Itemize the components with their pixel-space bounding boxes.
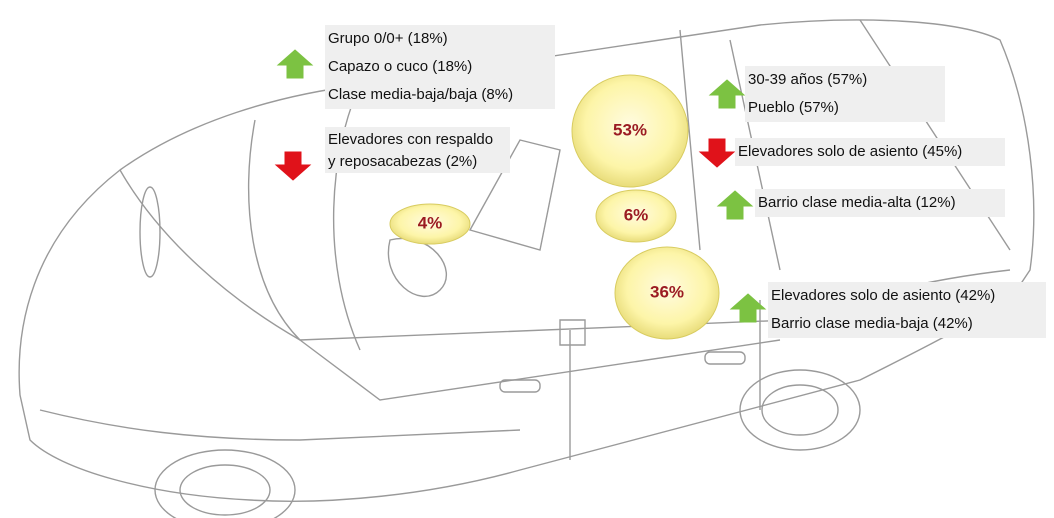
bubble-label: 6% — [624, 205, 649, 224]
trend-arrow-down — [276, 152, 310, 180]
trend-arrow-down — [700, 139, 734, 167]
page: {"bubbles": [ {"label": "4%"}, {"label":… — [0, 0, 1054, 518]
annotation-text: Clase media-baja/baja (8%) — [328, 81, 549, 109]
annotation-text: Barrio clase media-alta (12%) — [758, 189, 999, 217]
annotation-text: Grupo 0/0+ (18%) — [328, 25, 549, 53]
bubble-label: 4% — [418, 213, 443, 232]
annotation-text: Capazo o cuco (18%) — [328, 53, 549, 81]
annotation-box: 30-39 años (57%)Pueblo (57%) — [745, 66, 945, 122]
annotation-text: 30-39 años (57%) — [748, 66, 939, 94]
annotation-text: Barrio clase media-baja (42%) — [771, 310, 1040, 338]
annotation-text: Elevadores solo de asiento (42%) — [771, 282, 1040, 310]
annotation-text: Elevadores con respaldo y reposacabezas … — [328, 129, 504, 173]
annotation-text: Pueblo (57%) — [748, 94, 939, 122]
annotation-box: Elevadores solo de asiento (42%)Barrio c… — [768, 282, 1046, 338]
annotation-text: Elevadores solo de asiento (45%) — [738, 138, 999, 166]
bubble-label: 53% — [613, 120, 647, 139]
annotation-box: Elevadores con respaldo y reposacabezas … — [325, 127, 510, 173]
bubble-label: 36% — [650, 282, 684, 301]
trend-arrow-up — [278, 50, 312, 78]
annotation-box: Barrio clase media-alta (12%) — [755, 189, 1005, 217]
annotation-box: Elevadores solo de asiento (45%) — [735, 138, 1005, 166]
trend-arrow-up — [718, 191, 752, 219]
bubbles: 4% 53% 6% 36% — [390, 75, 719, 339]
annotation-box: Grupo 0/0+ (18%)Capazo o cuco (18%)Clase… — [325, 25, 555, 109]
